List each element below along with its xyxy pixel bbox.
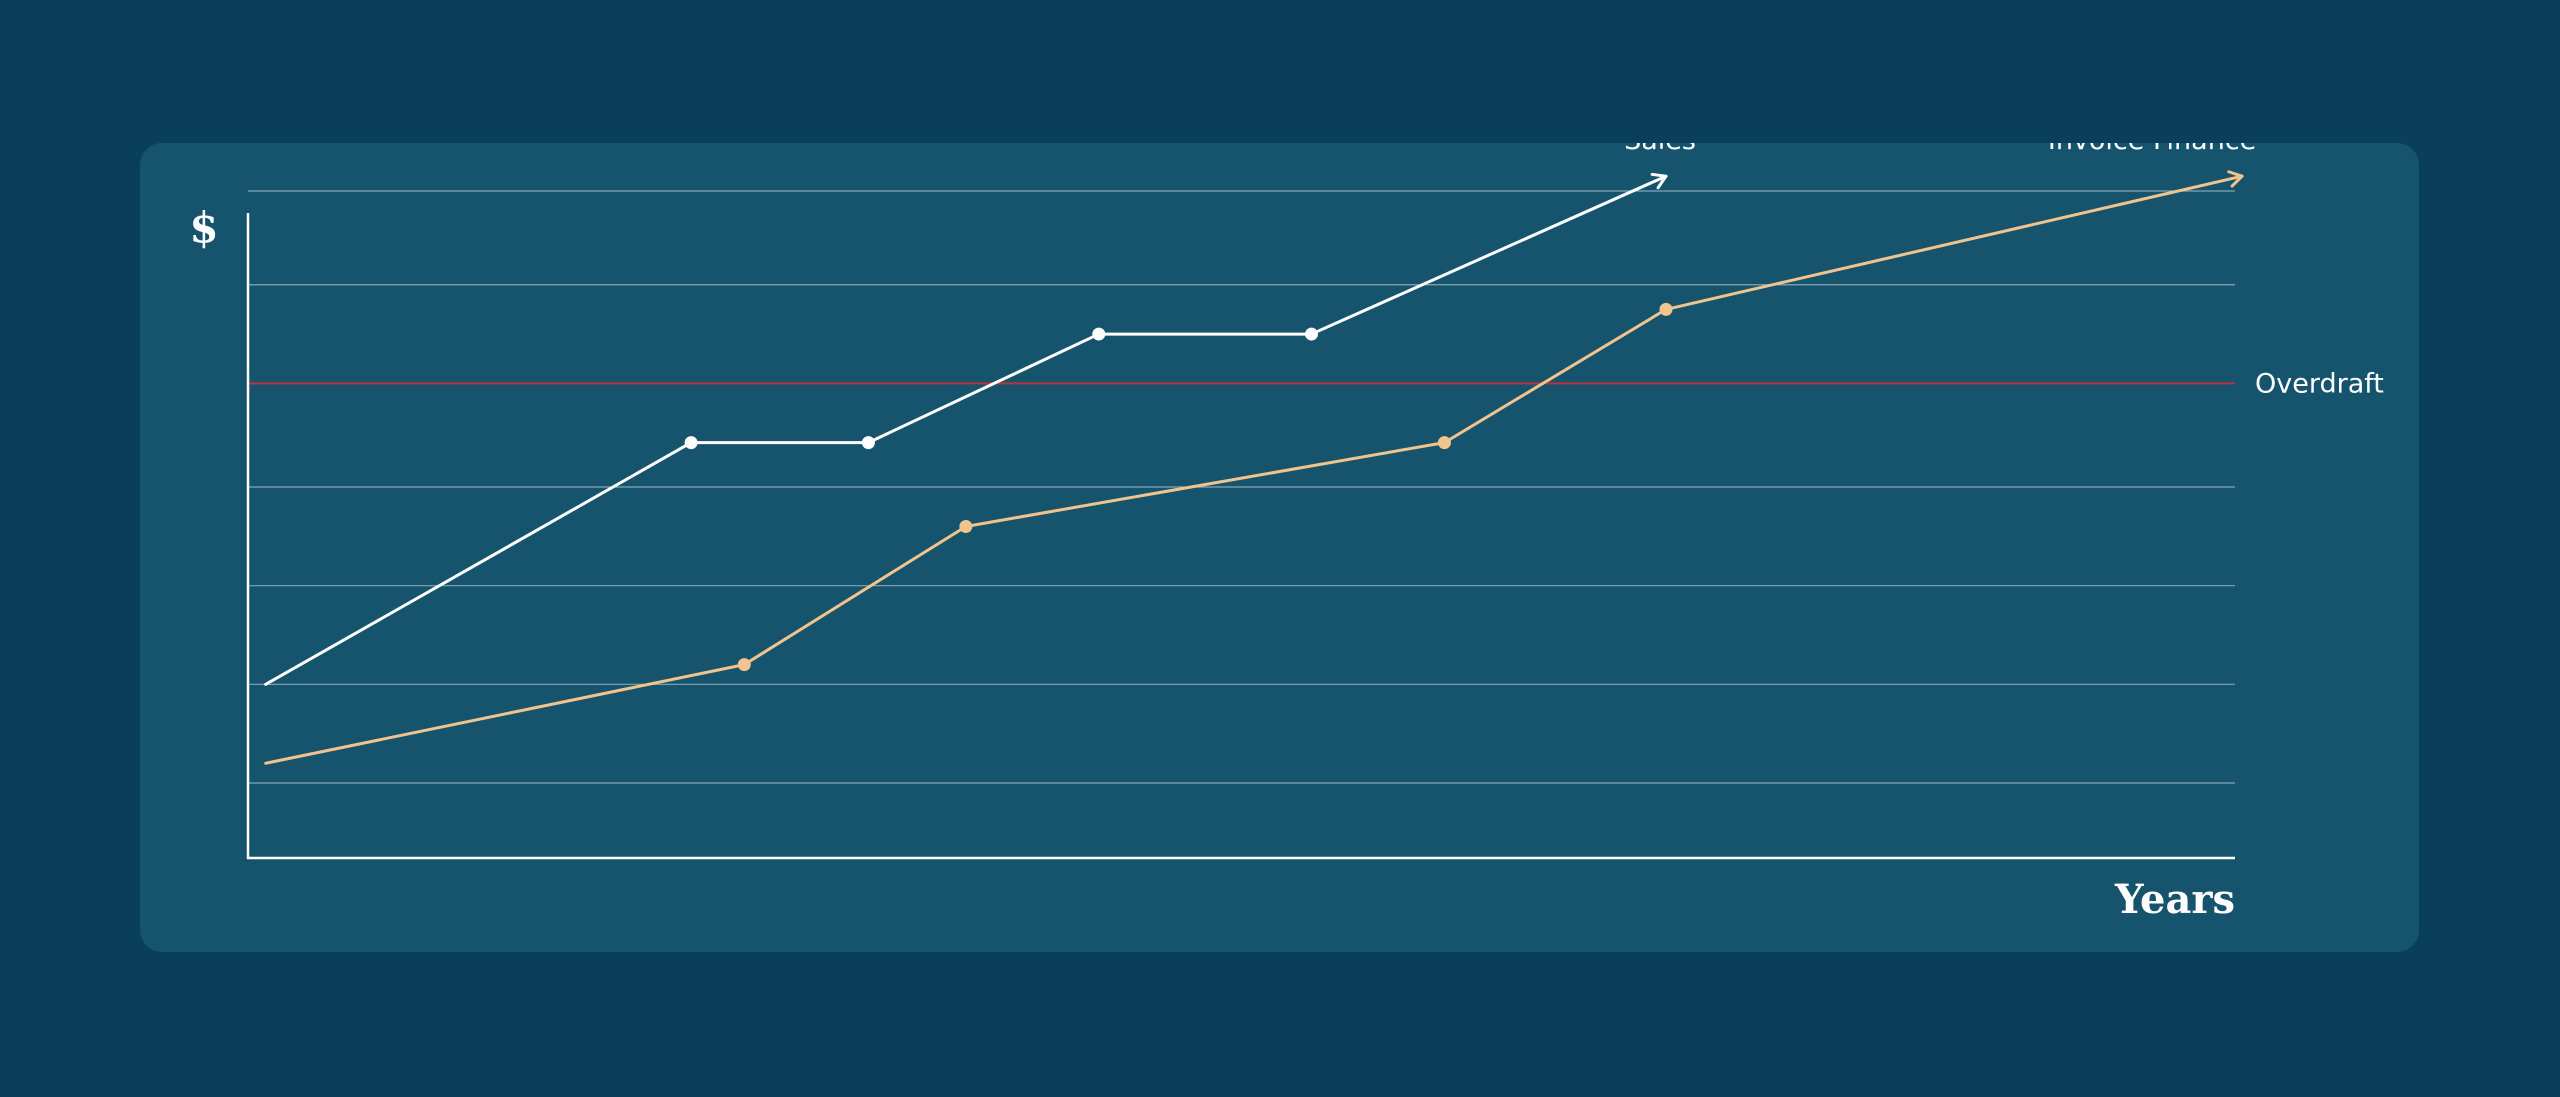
data-point <box>861 436 875 450</box>
data-point <box>1437 436 1451 450</box>
x-axis-label: Years <box>2114 876 2235 923</box>
data-point <box>959 519 973 533</box>
series-line <box>264 174 1668 686</box>
series-label: Sales <box>1624 143 1696 156</box>
series-line <box>264 174 2244 765</box>
overdraft-label: Overdraft <box>2255 368 2384 399</box>
arrowhead <box>2227 170 2244 188</box>
series-label: Invoice Finance <box>2048 143 2256 156</box>
data-point <box>737 658 751 672</box>
line-chart: Overdraft $ Years Sales Invoice Finance <box>189 143 2383 923</box>
y-axis-label: $ <box>189 203 218 252</box>
series-lines <box>264 170 2244 765</box>
data-point <box>1092 327 1106 341</box>
data-point <box>1659 302 1673 316</box>
arrowhead <box>1650 172 1668 190</box>
axes <box>246 213 2235 860</box>
data-point <box>1305 327 1318 341</box>
chart-labels: Overdraft $ Years Sales Invoice Finance <box>189 143 2383 923</box>
data-point <box>684 436 698 450</box>
chart-card: Overdraft $ Years Sales Invoice Finance <box>140 143 2419 952</box>
gridlines <box>248 190 2235 784</box>
